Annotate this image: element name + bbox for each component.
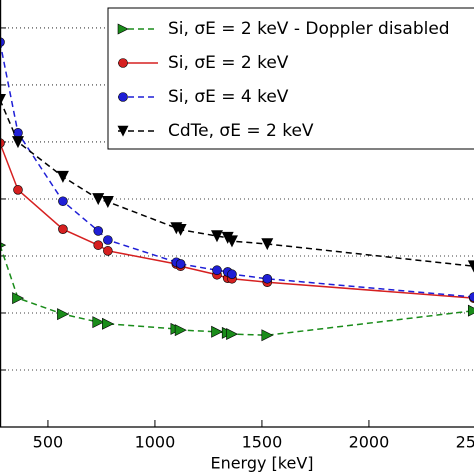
marker [92, 193, 105, 206]
marker [174, 324, 187, 337]
legend-label: CdTe, σE = 2 keV [168, 121, 314, 141]
marker [174, 223, 187, 236]
marker [13, 185, 23, 195]
marker [12, 292, 25, 305]
legend-marker [118, 58, 128, 68]
series-line [0, 142, 474, 299]
legend-marker [118, 92, 128, 102]
marker [467, 304, 474, 317]
marker [261, 329, 274, 342]
marker [103, 235, 113, 245]
marker [225, 235, 238, 248]
marker [0, 93, 6, 106]
marker [11, 136, 24, 149]
legend: Si, σE = 2 keV - Doppler disabled Si, σE … [107, 7, 474, 150]
legend-box [107, 7, 474, 150]
legend-label: Si, σE = 2 keV [168, 53, 289, 73]
marker [58, 196, 68, 207]
marker [212, 265, 222, 276]
marker [262, 273, 273, 284]
marker [101, 196, 114, 208]
marker [226, 328, 239, 341]
marker [56, 170, 69, 183]
x-tick-label: 2000 [349, 433, 390, 452]
legend-label: Si, σE = 4 keV [168, 87, 289, 107]
marker [57, 308, 70, 321]
marker [175, 259, 186, 269]
marker [93, 226, 104, 236]
marker [13, 128, 23, 138]
series-line [0, 42, 474, 298]
marker [93, 240, 104, 250]
x-tick-label: 2500 [456, 433, 474, 452]
x-tick-label: 1000 [135, 433, 176, 452]
legend-label: Si, σE = 2 keV - Doppler disabled [168, 19, 450, 39]
marker [211, 325, 224, 338]
marker [211, 230, 223, 243]
plot-area [0, 27, 474, 371]
marker [0, 242, 7, 249]
legend-marker [117, 125, 129, 137]
marker [92, 316, 105, 329]
marker [261, 238, 274, 251]
marker [227, 269, 237, 280]
legend-marker [117, 23, 129, 35]
x-tick-label: 500 [33, 433, 64, 452]
marker [102, 317, 115, 330]
x-axis-label: Energy [keV] [210, 454, 313, 473]
marker [103, 246, 113, 256]
x-tick-label: 1500 [242, 433, 283, 452]
marker [58, 224, 68, 234]
